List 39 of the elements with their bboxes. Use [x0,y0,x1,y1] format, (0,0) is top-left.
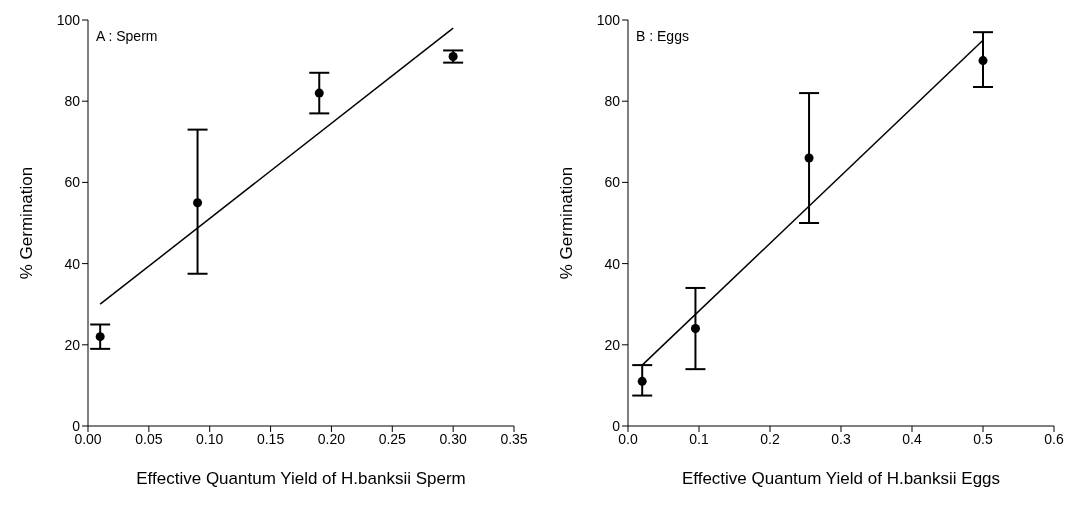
annotation: A : Sperm [96,28,158,44]
point [637,376,647,386]
x-tick-label: 0.10 [196,430,224,447]
y-tick-label: 20 [64,336,81,353]
point [193,198,203,208]
x-tick-label: 0.6 [1044,430,1064,447]
x-tick-label: 0.3 [831,430,851,447]
x-axis-title: Effective Quantum Yield of H.banksii Eggs [681,469,1001,488]
y-axis-title: % Germination [17,166,37,280]
point [978,56,988,66]
y-tick-label: 20 [604,336,621,353]
y-axis-title: % Germination [557,166,577,280]
y-tick-label: 100 [596,11,621,28]
point [448,52,458,62]
y-tick-label: 100 [56,11,81,28]
x-tick-label: 0.0 [618,430,638,447]
x-axis-title: Effective Quantum Yield of H.banksii Sperm [136,469,466,488]
x-tick-label: 0.05 [135,430,163,447]
y-tick-label: 80 [64,93,81,110]
x-tick-label: 0.20 [317,430,346,447]
x-tick-label: 0.35 [500,430,528,447]
x-tick-label: 0.1 [689,430,709,447]
point [804,153,814,163]
annotation: B : Eggs [636,28,689,44]
x-tick-label: 0.4 [902,430,922,447]
point [95,332,105,342]
y-tick-label: 40 [64,255,81,272]
point [690,324,700,334]
x-tick-label: 0.25 [378,430,407,447]
x-tick-label: 0.5 [973,430,993,447]
x-tick-label: 0.30 [439,430,467,447]
y-tick-label: 0 [612,417,621,434]
y-tick-label: 60 [604,174,621,191]
x-tick-label: 0.2 [760,430,780,447]
y-tick-label: 80 [604,93,621,110]
y-tick-label: 40 [604,255,621,272]
point [314,88,324,98]
x-tick-label: 0.15 [256,430,285,447]
y-tick-label: 60 [64,174,81,191]
